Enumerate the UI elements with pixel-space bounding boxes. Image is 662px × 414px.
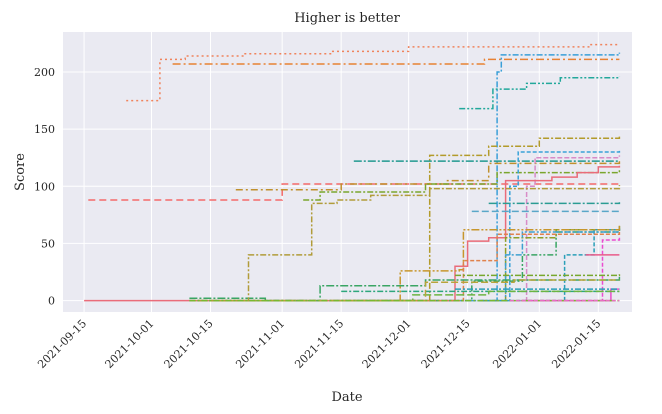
x-tick-label: 2021-09-15 — [35, 317, 89, 371]
series-line-27 — [455, 274, 621, 277]
x-tick-label: 2021-12-01 — [360, 317, 414, 371]
y-tick-label: 100 — [34, 180, 55, 193]
y-tick-labels: 0 50 100 150 200 — [34, 66, 55, 308]
series-line-3 — [88, 183, 620, 201]
x-tick-label: 2021-10-15 — [162, 317, 216, 371]
series-line-5 — [459, 76, 621, 110]
y-tick-label: 200 — [34, 66, 55, 79]
x-tick-label: 2021-12-15 — [419, 317, 473, 371]
series-line-21 — [362, 225, 621, 302]
x-tick-labels: 2021-09-15 2021-10-01 2021-10-15 2021-11-01… — [35, 317, 603, 371]
y-tick-label: 50 — [41, 237, 55, 250]
x-tick-label: 2022-01-01 — [490, 317, 544, 371]
x-tick-label: 2021-11-15 — [292, 317, 346, 371]
series-line-29 — [197, 185, 621, 302]
y-axis-label: Score — [13, 153, 28, 191]
series-line-17 — [488, 202, 621, 205]
chart-title: Higher is better — [294, 11, 400, 26]
y-tick-label: 150 — [34, 123, 55, 136]
series-line-18 — [522, 237, 621, 302]
series-line-6 — [189, 136, 621, 302]
x-tick-label: 2022-01-15 — [549, 317, 603, 371]
series-line-4 — [362, 52, 621, 302]
x-axis-label: Date — [331, 390, 362, 405]
x-tick-label: 2021-11-01 — [233, 317, 287, 371]
series-line-2 — [172, 58, 620, 65]
y-tick-label: 0 — [48, 295, 55, 308]
x-tick-label: 2021-10-01 — [103, 317, 157, 371]
series-line-12 — [84, 165, 621, 302]
series-line-25 — [197, 290, 620, 302]
series-layer — [84, 43, 621, 302]
plot-area — [63, 32, 632, 312]
